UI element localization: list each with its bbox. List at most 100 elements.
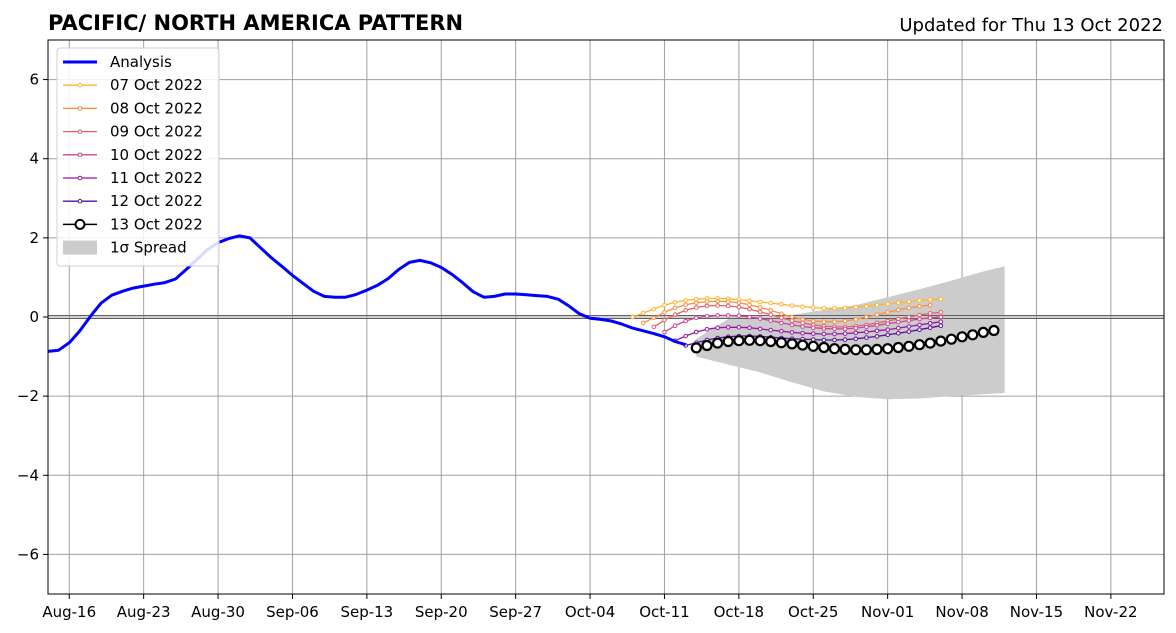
legend-forecast-marker: [77, 152, 83, 158]
forecast-point: [683, 302, 689, 308]
forecast-point: [800, 304, 805, 310]
forecast-13-point: [701, 339, 713, 352]
forecast-point: [800, 324, 805, 329]
forecast-point: [853, 336, 859, 342]
forecast-point: [874, 312, 880, 317]
forecast-point: [864, 304, 869, 309]
forecast-point: [938, 323, 944, 329]
forecast-line: [653, 304, 941, 328]
forecast-point: [906, 299, 912, 304]
forecast-point: [768, 300, 774, 306]
forecast-point: [704, 303, 710, 309]
forecast-point: [927, 321, 933, 326]
forecast-13-point: [913, 339, 926, 351]
forecast-13-point: [892, 341, 904, 354]
forecast-point: [672, 300, 678, 305]
forecast-point: [917, 322, 922, 328]
legend-forecast-marker: [77, 175, 83, 181]
forecast-point: [694, 305, 699, 310]
forecast-point: [832, 331, 837, 337]
forecast-line: [642, 300, 931, 324]
forecast-point: [938, 319, 944, 325]
forecast-13-point: [754, 335, 766, 347]
forecast-point: [885, 321, 891, 327]
legend-label: 1σ Spread: [110, 239, 187, 257]
forecast-point: [874, 334, 880, 339]
legend-forecast-marker: [77, 82, 83, 88]
x-tick-label: Nov-22: [1084, 603, 1137, 621]
forecast-point: [640, 320, 646, 326]
forecast-point: [842, 331, 848, 336]
forecast-13-point: [796, 339, 809, 351]
x-tick-label: Sep-06: [266, 603, 319, 621]
forecast-point: [789, 322, 795, 328]
forecast-13-point: [935, 335, 947, 347]
forecast-point: [779, 315, 784, 321]
legend-label: Analysis: [110, 53, 172, 71]
forecast-point: [704, 327, 710, 332]
forecast-13-point: [988, 324, 1000, 337]
forecast-point: [736, 313, 742, 319]
analysis-line: [47, 234, 687, 353]
forecast-point: [864, 324, 869, 330]
forecast-point: [704, 299, 710, 304]
forecast-point: [747, 325, 752, 331]
forecast-point: [896, 325, 901, 331]
legend-label: 09 Oct 2022: [110, 123, 203, 141]
forecast-point: [927, 297, 933, 302]
forecast-13-point: [690, 342, 702, 354]
forecast-point: [789, 314, 795, 320]
forecast-point: [938, 296, 944, 302]
forecast-point: [694, 315, 699, 321]
forecast-point: [789, 303, 795, 308]
x-tick-label: Oct-18: [714, 603, 764, 621]
forecast-point: [917, 298, 922, 303]
y-tick-label: 2: [29, 229, 39, 247]
forecast-point: [874, 328, 880, 334]
y-tick-label: 0: [29, 308, 39, 326]
legend-label: 11 Oct 2022: [110, 169, 203, 187]
legend-label: 13 Oct 2022: [110, 215, 203, 233]
forecast-point: [725, 325, 731, 330]
forecast-point: [725, 313, 731, 318]
forecast-13-point: [860, 344, 873, 356]
forecast-point: [864, 329, 869, 335]
forecast-point: [789, 330, 795, 335]
forecast-point: [821, 319, 827, 325]
forecast-point: [683, 333, 689, 339]
forecast-point: [896, 319, 901, 325]
forecast-point: [779, 311, 784, 317]
forecast-point: [842, 318, 848, 324]
forecast-point: [736, 300, 742, 306]
forecast-point: [672, 312, 678, 317]
forecast-point: [779, 320, 784, 326]
forecast-13-point: [733, 335, 745, 347]
forecast-point: [938, 310, 944, 315]
legend-box: [56, 47, 220, 267]
forecast-point: [896, 300, 901, 306]
forecast-point: [757, 299, 763, 305]
forecast-13-point: [807, 340, 819, 352]
forecast-13-point: [775, 337, 788, 349]
x-tick-label: Sep-13: [340, 603, 393, 621]
forecast-point: [896, 307, 901, 313]
forecast-point: [832, 326, 837, 332]
forecast-point: [842, 326, 848, 332]
forecast-13-point: [903, 340, 915, 352]
forecast-point: [662, 310, 667, 315]
forecast-point: [874, 302, 880, 308]
forecast-13-point: [956, 331, 968, 343]
forecast-point: [906, 318, 912, 323]
forecast-point: [811, 305, 816, 310]
forecast-point: [885, 310, 891, 315]
forecast-point: [906, 329, 912, 334]
forecast-point: [906, 324, 912, 329]
forecast-13-point: [743, 334, 756, 346]
legend: Analysis 07 Oct 2022 08 Oct 2022 09 Oct 202…: [56, 47, 220, 267]
y-axis-ticks: −6 −4 −2 0 2 4 6: [17, 71, 48, 563]
forecast-point: [853, 330, 859, 336]
forecast-13-point: [882, 343, 894, 355]
forecast-point: [832, 319, 837, 325]
forecast-point: [938, 314, 944, 320]
forecast-point: [662, 317, 667, 323]
